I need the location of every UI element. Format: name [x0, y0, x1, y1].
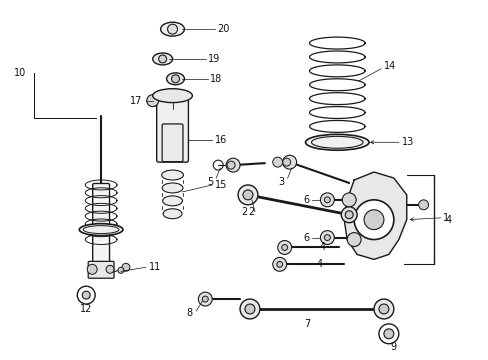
Circle shape — [158, 55, 166, 63]
Text: 4: 4 — [316, 259, 322, 269]
Circle shape — [282, 155, 296, 169]
Text: 6: 6 — [303, 233, 309, 243]
Ellipse shape — [79, 224, 122, 235]
Circle shape — [122, 264, 130, 271]
Circle shape — [418, 200, 427, 210]
Circle shape — [167, 24, 177, 34]
Ellipse shape — [161, 22, 184, 36]
Text: 4: 4 — [319, 243, 325, 252]
Circle shape — [272, 157, 282, 167]
Text: 20: 20 — [217, 24, 229, 34]
Circle shape — [353, 200, 393, 239]
Circle shape — [243, 190, 252, 200]
Circle shape — [324, 235, 330, 240]
Ellipse shape — [152, 53, 172, 65]
Text: 3: 3 — [278, 177, 284, 187]
Circle shape — [82, 291, 90, 299]
Circle shape — [373, 299, 393, 319]
Circle shape — [198, 292, 212, 306]
Text: 7: 7 — [304, 319, 310, 329]
Text: 8: 8 — [186, 308, 192, 318]
Text: 19: 19 — [208, 54, 220, 64]
Circle shape — [272, 257, 286, 271]
Circle shape — [346, 233, 360, 247]
Circle shape — [244, 304, 254, 314]
Circle shape — [276, 261, 282, 267]
Ellipse shape — [162, 170, 183, 180]
Text: 18: 18 — [210, 74, 222, 84]
Ellipse shape — [163, 196, 182, 206]
Ellipse shape — [163, 209, 182, 219]
Circle shape — [240, 299, 259, 319]
Polygon shape — [344, 172, 406, 260]
Circle shape — [320, 193, 334, 207]
Circle shape — [202, 296, 208, 302]
Text: 9: 9 — [390, 342, 396, 352]
Text: 5: 5 — [206, 177, 213, 187]
Text: 11: 11 — [148, 262, 161, 272]
Circle shape — [341, 207, 356, 223]
Circle shape — [106, 265, 114, 273]
Circle shape — [324, 197, 330, 203]
Circle shape — [118, 267, 123, 273]
Text: 12: 12 — [80, 304, 92, 314]
Circle shape — [320, 231, 334, 244]
Ellipse shape — [166, 73, 184, 85]
Circle shape — [282, 158, 290, 166]
Text: 15: 15 — [215, 180, 227, 190]
Circle shape — [87, 264, 97, 274]
Circle shape — [238, 185, 257, 205]
Circle shape — [383, 329, 393, 339]
Text: 2: 2 — [248, 207, 254, 217]
Ellipse shape — [152, 89, 192, 103]
FancyBboxPatch shape — [88, 261, 114, 278]
Circle shape — [364, 210, 383, 230]
Circle shape — [281, 244, 287, 251]
FancyBboxPatch shape — [162, 124, 183, 162]
Text: 4: 4 — [445, 215, 450, 225]
Ellipse shape — [305, 134, 368, 150]
Circle shape — [342, 193, 355, 207]
Text: 16: 16 — [215, 135, 227, 145]
Text: 1: 1 — [443, 213, 448, 223]
Circle shape — [277, 240, 291, 255]
Circle shape — [225, 158, 240, 172]
Text: 14: 14 — [383, 61, 395, 71]
Text: 10: 10 — [15, 68, 27, 78]
Text: 13: 13 — [401, 137, 413, 147]
Circle shape — [345, 211, 352, 219]
Circle shape — [146, 95, 158, 107]
Ellipse shape — [162, 183, 183, 193]
Text: 2: 2 — [241, 207, 247, 217]
FancyBboxPatch shape — [156, 94, 188, 162]
Circle shape — [226, 161, 235, 169]
Circle shape — [378, 304, 388, 314]
Text: 6: 6 — [303, 195, 309, 205]
Circle shape — [171, 75, 179, 83]
Text: 17: 17 — [130, 96, 142, 105]
FancyBboxPatch shape — [93, 184, 109, 271]
